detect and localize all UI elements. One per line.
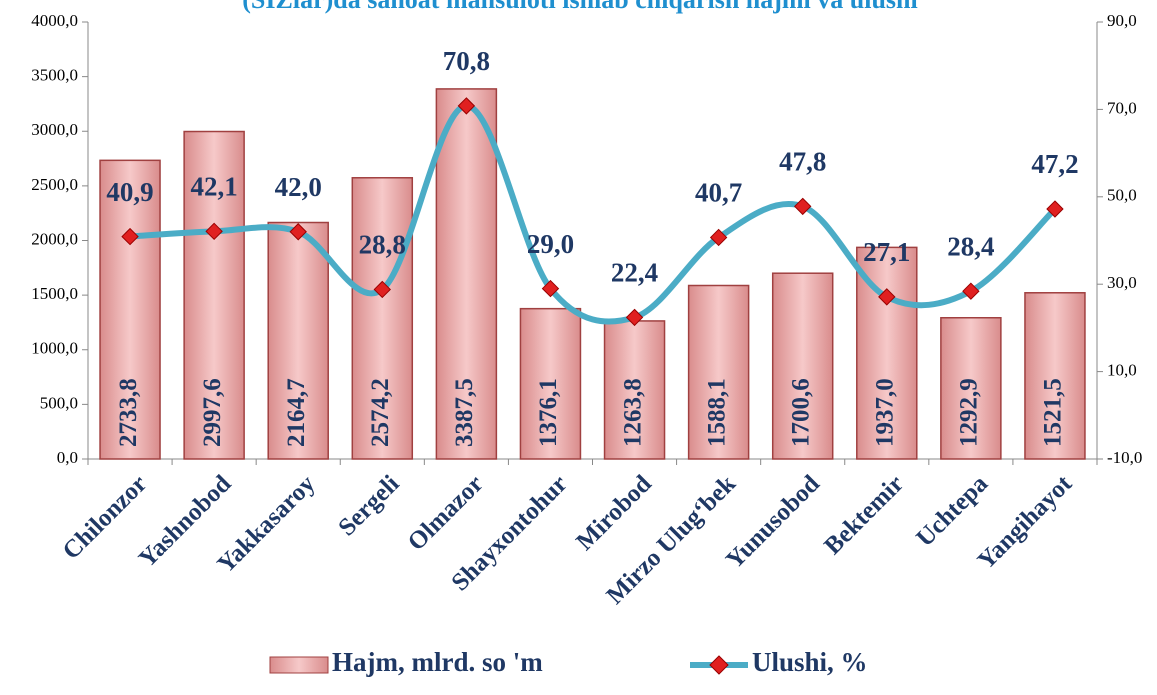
marker — [541, 279, 560, 298]
y-tick-label: 4000,0 — [31, 11, 78, 30]
bar-value-label: 1292,9 — [956, 378, 983, 447]
x-tick-label: Mirobod — [571, 470, 657, 556]
marker — [625, 308, 644, 327]
line-value-label: 28,8 — [359, 230, 406, 260]
x-tick-label: Sergeli — [333, 470, 404, 541]
marker — [373, 280, 391, 299]
legend-marker — [709, 655, 729, 675]
marker — [457, 97, 476, 115]
bar — [183, 130, 245, 460]
line-value-label: 47,8 — [779, 147, 826, 177]
legend-label: Ulushi, % — [752, 647, 868, 677]
bar-value-label: 3387,5 — [451, 378, 478, 447]
y-tick-label: 1000,0 — [31, 339, 78, 358]
line-value-label: 22,4 — [611, 258, 658, 288]
line-value-label: 28,4 — [947, 231, 994, 261]
line-value-label: 40,9 — [106, 177, 153, 207]
y-tick-label: 3500,0 — [31, 66, 78, 85]
line-value-label: 42,0 — [275, 172, 322, 202]
line-value-label: 70,8 — [443, 46, 490, 76]
bar-value-label: 2733,8 — [115, 378, 142, 447]
y2-tick-label: -10,0 — [1107, 448, 1142, 467]
bar-value-label: 2574,2 — [367, 378, 394, 447]
y-tick-label: 500,0 — [40, 393, 78, 412]
marker — [794, 197, 812, 216]
x-tick-label: Bektemir — [819, 470, 909, 560]
bar — [519, 307, 582, 460]
bar-value-label: 1521,5 — [1040, 378, 1067, 447]
legend-label: Hajm, mlrd. so 'm — [332, 647, 543, 677]
marker — [962, 282, 980, 300]
bar — [940, 317, 1002, 460]
y-tick-label: 0,0 — [57, 448, 78, 467]
line-value-label: 47,2 — [1031, 149, 1078, 179]
line-value-label: 27,1 — [863, 237, 910, 267]
bar — [99, 159, 161, 460]
y-tick-label: 1500,0 — [31, 284, 78, 303]
y2-tick-label: 10,0 — [1107, 361, 1137, 380]
y-tick-label: 3000,0 — [31, 120, 78, 139]
y2-tick-label: 70,0 — [1107, 98, 1137, 117]
bar — [351, 177, 414, 460]
y2-tick-label: 30,0 — [1107, 273, 1137, 292]
y2-tick-label: 50,0 — [1107, 186, 1137, 205]
marker — [289, 223, 307, 241]
chart-title: (SIZlar)da sanoat mahsuloti ishlab chiqa… — [242, 0, 917, 14]
bar — [1024, 292, 1086, 460]
legend-swatch — [269, 656, 329, 674]
x-tick-label: Olmazor — [403, 470, 489, 556]
bar — [603, 320, 666, 460]
bar — [267, 221, 329, 460]
bar-value-label: 2164,7 — [283, 378, 310, 447]
y-tick-label: 2000,0 — [31, 229, 78, 248]
y2-tick-label: 90,0 — [1107, 11, 1137, 30]
line-value-label: 42,1 — [191, 172, 238, 202]
bar-value-label: 1263,8 — [619, 378, 646, 447]
y-tick-label: 2500,0 — [31, 175, 78, 194]
bar-value-label: 1588,1 — [703, 378, 730, 447]
bar-value-label: 1937,0 — [872, 378, 899, 447]
bar — [435, 88, 498, 460]
bar-value-label: 1376,1 — [535, 378, 562, 447]
marker — [205, 222, 223, 241]
marker — [121, 227, 139, 246]
line-value-label: 40,7 — [695, 178, 742, 208]
marker — [1046, 200, 1064, 218]
marker — [878, 288, 896, 306]
bar-value-label: 1700,6 — [787, 378, 814, 447]
marker — [709, 228, 728, 247]
bar — [687, 284, 750, 460]
line-value-label: 29,0 — [527, 229, 574, 259]
bar — [771, 272, 834, 460]
x-tick-label: Uchtepa — [911, 470, 993, 552]
bar-value-label: 2997,6 — [199, 378, 226, 447]
